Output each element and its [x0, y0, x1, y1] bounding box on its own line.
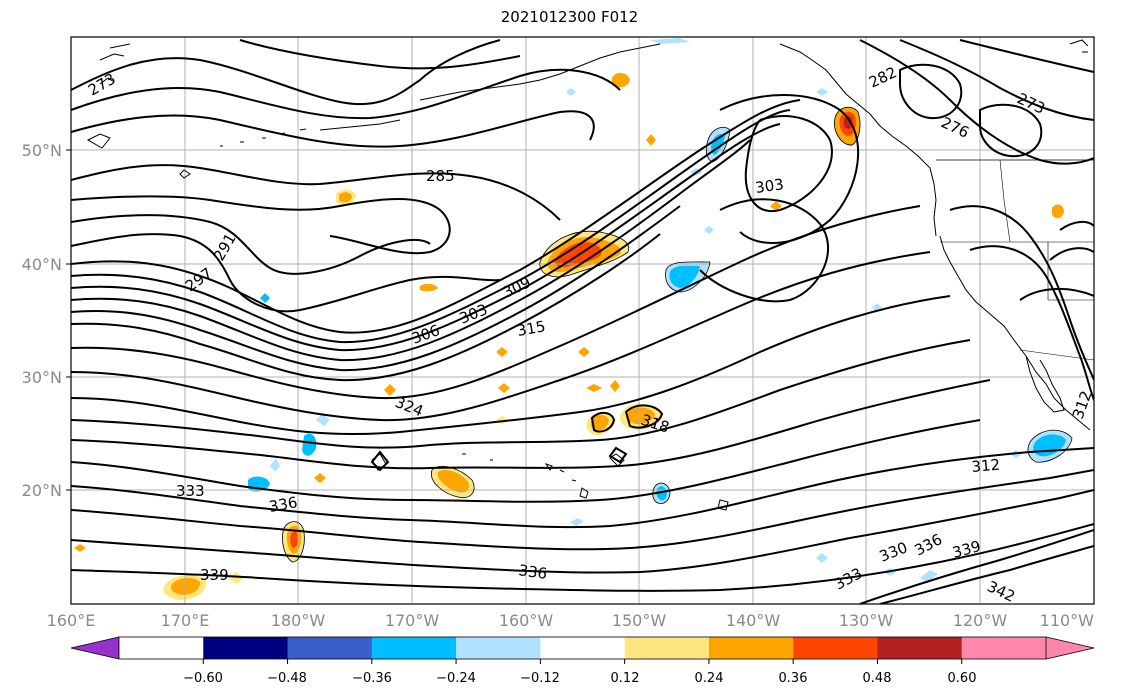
positive-patch [626, 407, 655, 425]
contour-label: 336 [517, 561, 548, 583]
contour-label: 339 [200, 566, 229, 584]
positive-patch [496, 347, 508, 357]
longitude-axis: 160°E 170°E 180°W 170°W 160°W 150°W 140°… [47, 611, 1095, 630]
positive-patch [384, 384, 396, 396]
patch-outlines [282, 106, 1073, 563]
longitude-tick-label: 120°W [953, 611, 1008, 630]
positive-patch [290, 531, 299, 548]
latitude-tick-label: 50°N [22, 141, 62, 160]
negative-patch [566, 88, 576, 96]
positive-patch [590, 414, 609, 431]
negative-patch [704, 226, 714, 234]
colorbar-tick-label: 0.48 [863, 671, 892, 686]
longitude-tick-label: 160°W [499, 611, 554, 630]
negative-patch [316, 414, 330, 426]
colorbar-tick-label: 0.60 [948, 671, 977, 686]
colorbar-under-triangle [70, 636, 120, 660]
contour-label: 333 [176, 482, 205, 500]
latitude-axis: 50°N 40°N 30°N 20°N [22, 141, 71, 500]
colorbar-bin [456, 637, 541, 659]
map-title: 2021012300 F012 [500, 8, 639, 26]
negative-patch [650, 38, 690, 44]
positive-patch [228, 572, 244, 584]
positive-patch [646, 134, 656, 146]
contour-label: 312 [971, 456, 1001, 476]
positive-patch [770, 201, 782, 211]
positive-patch [843, 116, 853, 129]
negative-patch [270, 458, 280, 472]
positive-patch [171, 578, 201, 595]
contour-label: 285 [426, 167, 455, 185]
negative-patch [302, 433, 317, 456]
colorbar-tick-label: −0.12 [520, 671, 560, 686]
positive-patch [578, 347, 590, 357]
negative-patch [816, 88, 828, 96]
negative-patch [260, 293, 270, 303]
longitude-tick-label: 110°W [1040, 611, 1095, 630]
positive-patch [612, 72, 630, 88]
colorbar-over-triangle [1045, 636, 1095, 660]
longitude-tick-label: 140°W [726, 611, 781, 630]
colorbar-ticks [202, 659, 963, 664]
contour-lines [71, 39, 1094, 604]
longitude-tick-label: 150°W [612, 611, 667, 630]
colorbar-bin [119, 637, 204, 659]
negative-patch [816, 553, 828, 563]
positive-patch [420, 283, 438, 292]
colorbar-tick-label: −0.24 [436, 671, 476, 686]
colorbar-tick-label: −0.48 [267, 671, 307, 686]
positive-patch [339, 192, 352, 203]
negative-patch [570, 518, 584, 526]
colorbar-tick-label: 0.36 [779, 671, 808, 686]
contour-label: 303 [754, 175, 785, 197]
positive-patch [586, 384, 602, 392]
colorbar-bin [371, 637, 457, 659]
positive-patch [1052, 204, 1064, 219]
colorbar-bin [793, 637, 878, 659]
colorbar-bin [877, 637, 963, 659]
latitude-tick-label: 30°N [22, 368, 62, 387]
negative-patch [669, 265, 700, 288]
positive-patch [498, 383, 510, 393]
longitude-tick-label: 160°E [47, 611, 96, 630]
latitude-tick-label: 40°N [22, 255, 62, 274]
colorbar-bin [961, 637, 1047, 659]
positive-patch [610, 380, 620, 392]
colorbar-bin [287, 637, 373, 659]
colorbar: −0.60 −0.48 −0.36 −0.24 −0.12 0.12 0.24 … [70, 636, 1095, 686]
longitude-tick-label: 170°W [385, 611, 440, 630]
colorbar-tick-label: −0.60 [183, 671, 223, 686]
latitude-tick-label: 20°N [22, 481, 62, 500]
map-frame [70, 36, 1095, 605]
negative-patch [920, 570, 938, 582]
positive-patch [437, 470, 469, 493]
colorbar-bins [119, 637, 1047, 659]
longitude-tick-label: 170°E [161, 611, 210, 630]
colorbar-bin [624, 637, 710, 659]
colorbar-bin [203, 637, 289, 659]
colorbar-bin [708, 637, 794, 659]
colorbar-frame [118, 636, 1047, 660]
positive-patch [314, 473, 326, 483]
colorbar-tick-label: 0.24 [695, 671, 724, 686]
shaded-anomaly-patches [74, 38, 1072, 600]
longitude-tick-label: 180°W [271, 611, 326, 630]
colorbar-bin [540, 637, 626, 659]
longitude-tick-label: 130°W [839, 611, 894, 630]
positive-patch [74, 544, 86, 552]
colorbar-tick-label: 0.12 [611, 671, 640, 686]
contour-label: 336 [268, 493, 299, 516]
contour-label: 315 [516, 317, 547, 340]
colorbar-tick-label: −0.36 [352, 671, 392, 686]
